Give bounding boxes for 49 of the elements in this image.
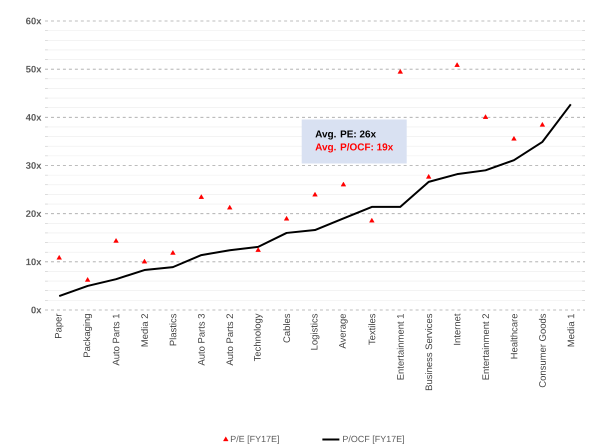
legend-label: P/OCF [FY17E] [343,436,404,444]
y-tick-label: 30x [26,162,42,169]
x-tick-label: Average [339,314,348,349]
point [369,218,374,222]
x-tick-label: Internet [454,314,460,345]
point [454,62,460,67]
y-tick-label: 40x [26,114,42,121]
point [540,122,545,127]
x-tick-label: Healthcare [510,314,518,359]
x-tick-label: Auto Parts 3 [198,314,205,366]
x-tick-label: Consumer Goods [538,314,546,388]
x-tick-label: Business Services [425,314,432,390]
x-tick-label: Textiles [368,314,376,345]
point [284,216,290,221]
annotation: Avg. P/OCF: 19x [315,143,394,152]
x-tick-label: Plastics [169,314,176,346]
x-tick-label: Paper [54,314,64,338]
point [511,136,517,141]
y-tick-label: 20x [26,210,42,218]
point [56,254,62,260]
x-tick-label: Media 2 [141,314,148,346]
x-tick-label: Auto Parts 1 [112,314,120,366]
x-tick-label: Entertainment 2 [482,314,490,380]
x-tick-label: Technology [254,314,263,362]
x-tick-label: Packaging [83,314,92,357]
y-tick-label: 10x [26,258,42,266]
y-tick-label: 0x [31,306,42,314]
point [426,174,432,179]
point [170,250,176,255]
y-tick-label: 60x [26,18,42,24]
legend-label: P/E [FY17E] [230,436,279,444]
y-tick-label: 50x [26,66,42,73]
line-series [58,103,572,298]
point [85,277,90,282]
point [227,204,232,210]
x-tick-label: Auto Parts 2 [226,314,234,366]
point [482,114,488,119]
point [198,194,204,199]
point [256,247,261,252]
point [398,69,403,74]
point [312,192,318,196]
point [142,258,148,264]
x-tick-label: Cables [283,314,290,342]
x-tick-label: Entertainment 1 [396,314,404,380]
point [113,238,119,243]
annotation: Avg. PE: 26x [315,130,376,140]
x-tick-label: Logistics [310,314,320,350]
point [340,182,346,186]
x-tick-label: Media 1 [567,314,574,346]
